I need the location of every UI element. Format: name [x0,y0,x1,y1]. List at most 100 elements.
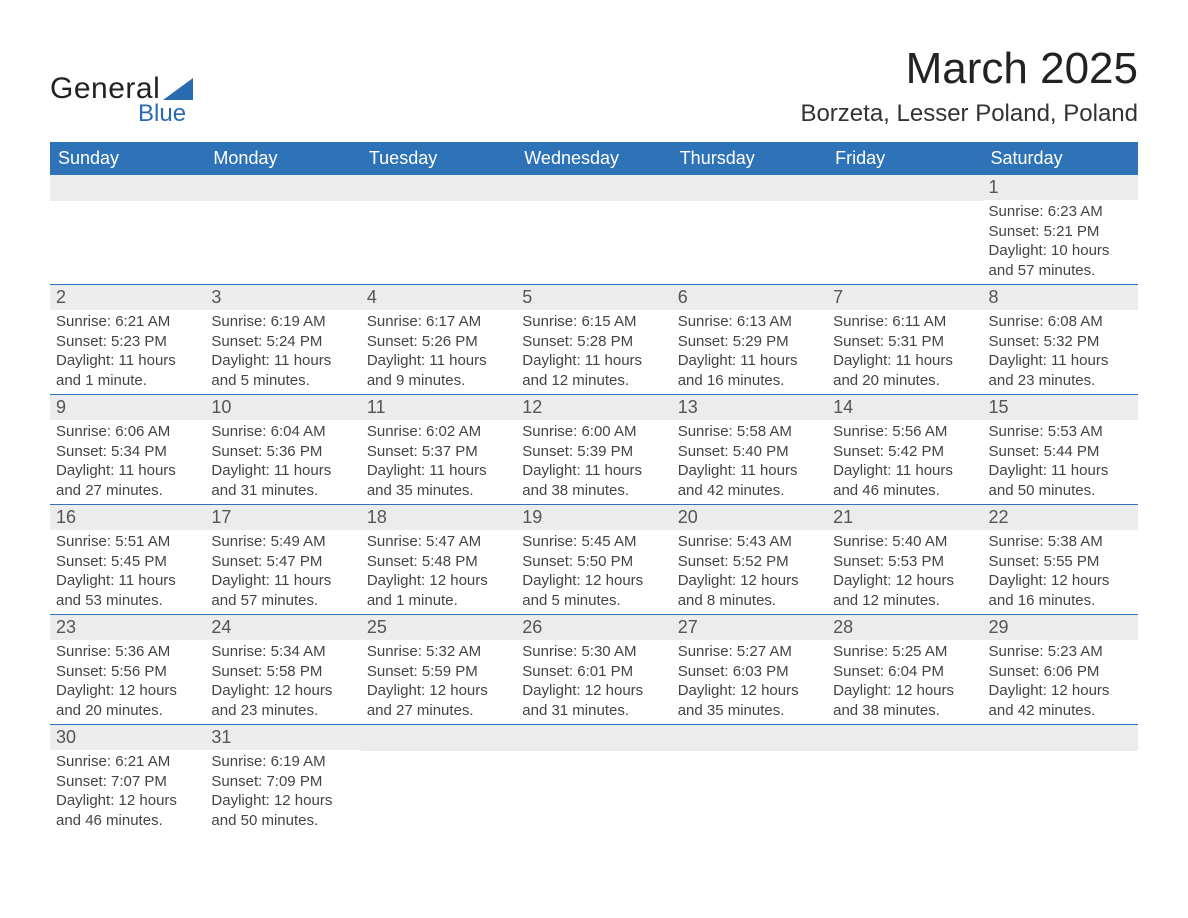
day-number: 8 [983,285,1138,310]
calendar-day-cell: 30Sunrise: 6:21 AMSunset: 7:07 PMDayligh… [50,725,205,835]
calendar-day-cell: 22Sunrise: 5:38 AMSunset: 5:55 PMDayligh… [983,505,1138,615]
day-body: Sunrise: 6:15 AMSunset: 5:28 PMDaylight:… [516,310,671,394]
day-dl1: Daylight: 11 hours [989,351,1132,371]
day-dl1: Daylight: 12 hours [522,681,665,701]
calendar-day-cell: 29Sunrise: 5:23 AMSunset: 6:06 PMDayligh… [983,615,1138,725]
calendar-day-cell [50,175,205,285]
day-sunrise: Sunrise: 5:32 AM [367,642,510,662]
day-sunrise: Sunrise: 6:21 AM [56,752,199,772]
day-sunset: Sunset: 5:40 PM [678,442,821,462]
day-number: 14 [827,395,982,420]
day-number [516,175,671,201]
day-dl1: Daylight: 12 hours [678,571,821,591]
day-body: Sunrise: 6:02 AMSunset: 5:37 PMDaylight:… [361,420,516,504]
day-dl1: Daylight: 11 hours [522,461,665,481]
day-body: Sunrise: 6:23 AMSunset: 5:21 PMDaylight:… [983,200,1138,284]
page: General Blue March 2025 Borzeta, Lesser … [0,0,1188,918]
day-sunrise: Sunrise: 6:19 AM [211,752,354,772]
day-number: 12 [516,395,671,420]
day-body: Sunrise: 6:04 AMSunset: 5:36 PMDaylight:… [205,420,360,504]
day-body: Sunrise: 5:32 AMSunset: 5:59 PMDaylight:… [361,640,516,724]
day-body: Sunrise: 6:17 AMSunset: 5:26 PMDaylight:… [361,310,516,394]
calendar-week-row: 30Sunrise: 6:21 AMSunset: 7:07 PMDayligh… [50,725,1138,835]
calendar-day-cell: 25Sunrise: 5:32 AMSunset: 5:59 PMDayligh… [361,615,516,725]
calendar-day-cell: 12Sunrise: 6:00 AMSunset: 5:39 PMDayligh… [516,395,671,505]
day-body: Sunrise: 5:56 AMSunset: 5:42 PMDaylight:… [827,420,982,504]
day-body: Sunrise: 6:19 AMSunset: 5:24 PMDaylight:… [205,310,360,394]
calendar-day-cell: 1Sunrise: 6:23 AMSunset: 5:21 PMDaylight… [983,175,1138,285]
calendar-day-cell: 13Sunrise: 5:58 AMSunset: 5:40 PMDayligh… [672,395,827,505]
day-sunrise: Sunrise: 5:40 AM [833,532,976,552]
day-sunrise: Sunrise: 5:30 AM [522,642,665,662]
calendar-day-cell [361,175,516,285]
day-dl1: Daylight: 11 hours [678,351,821,371]
day-body: Sunrise: 5:36 AMSunset: 5:56 PMDaylight:… [50,640,205,724]
calendar-week-row: 2Sunrise: 6:21 AMSunset: 5:23 PMDaylight… [50,285,1138,395]
weekday-header-row: SundayMondayTuesdayWednesdayThursdayFrid… [50,142,1138,175]
day-sunset: Sunset: 6:01 PM [522,662,665,682]
day-number: 20 [672,505,827,530]
day-sunrise: Sunrise: 6:02 AM [367,422,510,442]
day-sunrise: Sunrise: 6:19 AM [211,312,354,332]
calendar-day-cell: 4Sunrise: 6:17 AMSunset: 5:26 PMDaylight… [361,285,516,395]
day-sunrise: Sunrise: 5:27 AM [678,642,821,662]
weekday-header: Sunday [50,142,205,175]
day-dl1: Daylight: 12 hours [678,681,821,701]
day-dl1: Daylight: 12 hours [833,681,976,701]
day-sunset: Sunset: 5:21 PM [989,222,1132,242]
day-number: 19 [516,505,671,530]
day-dl2: and 42 minutes. [678,481,821,501]
calendar-week-row: 16Sunrise: 5:51 AMSunset: 5:45 PMDayligh… [50,505,1138,615]
day-dl2: and 20 minutes. [833,371,976,391]
day-body: Sunrise: 5:43 AMSunset: 5:52 PMDaylight:… [672,530,827,614]
calendar-day-cell: 26Sunrise: 5:30 AMSunset: 6:01 PMDayligh… [516,615,671,725]
day-dl1: Daylight: 11 hours [833,461,976,481]
day-sunset: Sunset: 5:59 PM [367,662,510,682]
calendar-day-cell: 21Sunrise: 5:40 AMSunset: 5:53 PMDayligh… [827,505,982,615]
day-sunset: Sunset: 5:47 PM [211,552,354,572]
calendar-day-cell: 15Sunrise: 5:53 AMSunset: 5:44 PMDayligh… [983,395,1138,505]
day-sunset: Sunset: 5:53 PM [833,552,976,572]
calendar-day-cell: 3Sunrise: 6:19 AMSunset: 5:24 PMDaylight… [205,285,360,395]
day-sunset: Sunset: 5:31 PM [833,332,976,352]
day-body: Sunrise: 6:13 AMSunset: 5:29 PMDaylight:… [672,310,827,394]
day-sunrise: Sunrise: 5:25 AM [833,642,976,662]
day-sunrise: Sunrise: 5:36 AM [56,642,199,662]
day-number: 18 [361,505,516,530]
day-dl1: Daylight: 12 hours [367,571,510,591]
day-sunset: Sunset: 5:52 PM [678,552,821,572]
day-sunset: Sunset: 5:48 PM [367,552,510,572]
header: General Blue March 2025 Borzeta, Lesser … [50,44,1138,128]
day-number [672,175,827,201]
day-body: Sunrise: 6:21 AMSunset: 7:07 PMDaylight:… [50,750,205,834]
day-dl2: and 1 minute. [367,591,510,611]
day-dl2: and 8 minutes. [678,591,821,611]
calendar-day-cell: 2Sunrise: 6:21 AMSunset: 5:23 PMDaylight… [50,285,205,395]
day-sunset: Sunset: 5:36 PM [211,442,354,462]
location-subtitle: Borzeta, Lesser Poland, Poland [800,100,1138,128]
day-sunset: Sunset: 5:29 PM [678,332,821,352]
day-body: Sunrise: 5:23 AMSunset: 6:06 PMDaylight:… [983,640,1138,724]
day-number: 31 [205,725,360,750]
day-dl2: and 31 minutes. [211,481,354,501]
day-number: 11 [361,395,516,420]
day-dl2: and 12 minutes. [833,591,976,611]
calendar-day-cell: 16Sunrise: 5:51 AMSunset: 5:45 PMDayligh… [50,505,205,615]
day-body: Sunrise: 6:08 AMSunset: 5:32 PMDaylight:… [983,310,1138,394]
calendar-week-row: 23Sunrise: 5:36 AMSunset: 5:56 PMDayligh… [50,615,1138,725]
day-sunrise: Sunrise: 5:51 AM [56,532,199,552]
day-sunrise: Sunrise: 5:45 AM [522,532,665,552]
day-sunrise: Sunrise: 6:23 AM [989,202,1132,222]
day-dl2: and 12 minutes. [522,371,665,391]
calendar-day-cell: 20Sunrise: 5:43 AMSunset: 5:52 PMDayligh… [672,505,827,615]
day-number: 22 [983,505,1138,530]
day-number: 16 [50,505,205,530]
day-number: 5 [516,285,671,310]
day-dl1: Daylight: 12 hours [522,571,665,591]
day-body: Sunrise: 5:45 AMSunset: 5:50 PMDaylight:… [516,530,671,614]
day-body: Sunrise: 5:49 AMSunset: 5:47 PMDaylight:… [205,530,360,614]
day-dl2: and 5 minutes. [211,371,354,391]
day-number [983,725,1138,751]
day-sunrise: Sunrise: 5:53 AM [989,422,1132,442]
day-sunrise: Sunrise: 5:43 AM [678,532,821,552]
